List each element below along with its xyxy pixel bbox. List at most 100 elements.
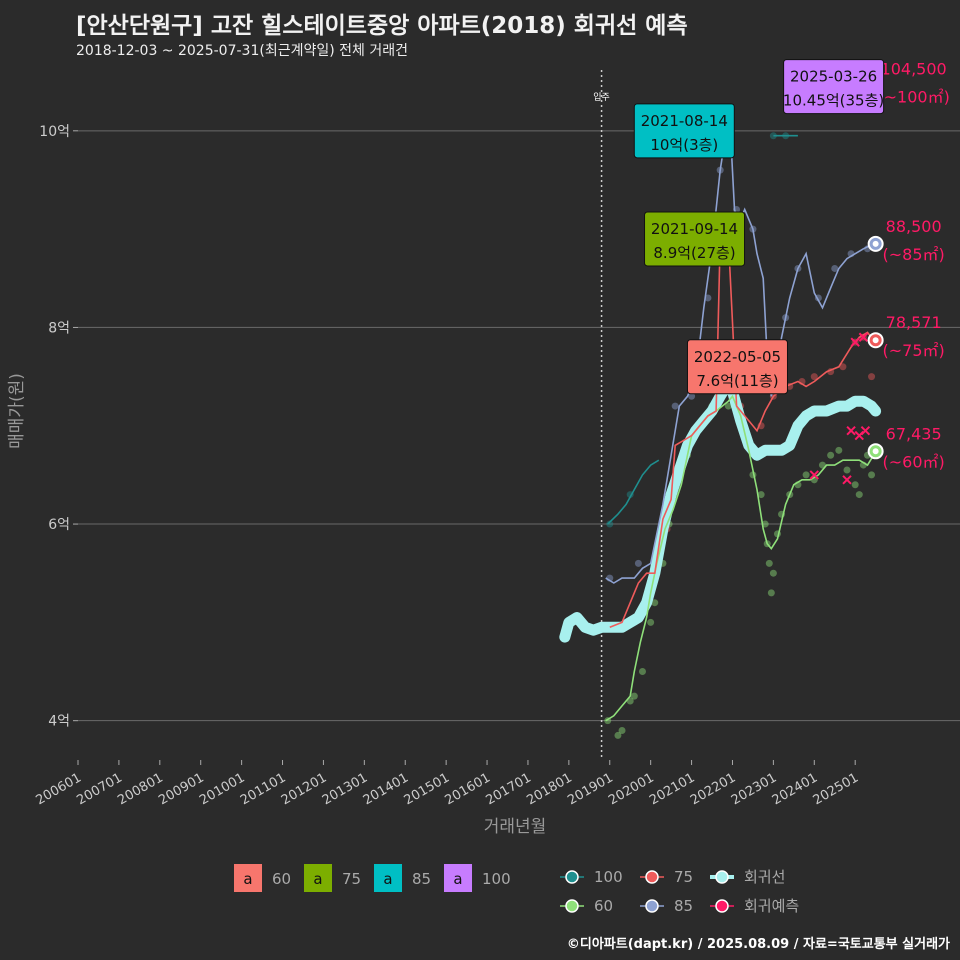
legend-line-name: 60 (594, 897, 613, 915)
legend-label-swatch (374, 864, 402, 892)
callout-2021-08-14: 2021-08-14 10억(3층) (633, 103, 735, 159)
legend-line-name: 회귀선 (744, 868, 785, 886)
forecast-cross (846, 425, 856, 436)
scatter-point-s85 (688, 392, 696, 400)
x-tick-label: 202101 (647, 770, 697, 808)
x-axis-title: 거래년월 (484, 817, 547, 837)
y-tick-label: 8억 (48, 320, 70, 336)
x-tick-label: 201301 (320, 770, 370, 808)
callout-text: 7.6억(11층) (696, 372, 778, 390)
callout-box (783, 59, 885, 115)
forecast-cross (850, 337, 860, 347)
legend-point (565, 870, 579, 884)
legend-point (645, 870, 659, 884)
legend-label-glyph: a (313, 870, 322, 888)
x-tick-label: 201601 (443, 770, 493, 808)
scatter-point-s60 (769, 569, 777, 577)
legend-point (715, 899, 729, 913)
callout-box (633, 103, 735, 159)
scatter-point-s100 (606, 520, 614, 528)
scatter-point-s85 (671, 402, 679, 410)
scatter-point-s60 (618, 727, 626, 735)
scatter-point-s60 (802, 471, 810, 479)
y-axis-title: 매매가(원) (7, 373, 27, 449)
x-tick-label: 202301 (729, 770, 779, 808)
legend-label-name: 100 (482, 870, 511, 888)
legend-label-name: 75 (342, 870, 361, 888)
x-tick-label: 201401 (361, 770, 411, 808)
chart-subtitle: 2018-12-03 ~ 2025-07-31(최근계약일) 전체 거래건 (76, 43, 408, 59)
scatter-point-s60 (638, 668, 646, 676)
callout-box (644, 211, 746, 267)
x-tick-label: 201501 (402, 770, 452, 808)
end-area-label: (~60㎡) (883, 452, 945, 471)
callout-date: 2025-03-26 (790, 68, 877, 86)
scatter-point-s60 (843, 466, 851, 474)
end-value-label: 88,500 (886, 217, 942, 236)
x-tick-label: 202001 (606, 770, 656, 808)
x-tick-label: 202501 (811, 770, 861, 808)
callout-date: 2022-05-05 (694, 348, 781, 366)
legend-label-glyph: a (383, 870, 392, 888)
y-tick-label: 6억 (48, 517, 70, 533)
callout-2025-03-26: 2025-03-26 10.45억(35층) (783, 59, 885, 115)
forecast-cross (809, 470, 819, 480)
scatter-point-s60 (835, 446, 843, 454)
end-point-core (872, 448, 879, 455)
grid-lines (73, 70, 960, 765)
legend-point (565, 899, 579, 913)
legend-line-name: 85 (674, 897, 693, 915)
y-tick-label: 10억 (39, 124, 70, 140)
legend-label-swatch (234, 864, 262, 892)
end-value-label: 104,500 (881, 60, 947, 79)
x-tick-label: 201101 (238, 770, 288, 808)
legend-label-name: 85 (412, 870, 431, 888)
x-tick-label: 201901 (565, 770, 615, 808)
scatter-point-s60 (647, 618, 655, 626)
scatter-point-s60 (851, 481, 859, 489)
legend-line-name: 100 (594, 868, 623, 886)
scatter-point-s60 (827, 451, 835, 459)
scatter-point-s60 (614, 731, 622, 739)
scatter-point-s60 (765, 559, 773, 567)
scatter-point-s75 (868, 373, 876, 381)
x-tick-label: 201201 (279, 770, 329, 808)
legend-label-glyph: a (453, 870, 462, 888)
x-tick-label: 200601 (34, 770, 84, 808)
regression-line (559, 380, 882, 643)
end-area-label: (~85㎡) (883, 245, 945, 264)
x-tick-label: 201001 (197, 770, 247, 808)
callout-date: 2021-09-14 (651, 220, 738, 238)
scatter-point-s100 (769, 132, 777, 140)
legend-point (645, 899, 659, 913)
legend-label-glyph: a (243, 870, 252, 888)
callout-date: 2021-08-14 (641, 112, 728, 130)
scatter-point-s60 (868, 471, 876, 479)
legend-label-swatch (304, 864, 332, 892)
scatter-point-s60 (757, 491, 765, 499)
scatter-point-s60 (630, 692, 638, 700)
forecast-cross (860, 425, 871, 436)
y-tick-label: 4억 (48, 714, 70, 730)
scatter-point-s85 (831, 264, 839, 272)
scatter-point-s60 (855, 491, 863, 499)
x-tick-label: 200901 (156, 770, 206, 808)
scatter-point-s75 (839, 363, 847, 371)
callout-text: 10.45억(35층) (783, 92, 884, 110)
chart-marks (559, 78, 884, 739)
series-line-100 (607, 459, 660, 525)
x-tick-label: 202401 (770, 770, 820, 808)
callout-text: 8.9억(27층) (653, 244, 735, 262)
legend-point (715, 870, 729, 884)
end-point-core (872, 240, 879, 247)
scatter-point-s60 (651, 599, 659, 607)
callout-text: 10억(3층) (650, 136, 718, 154)
callout-box (686, 339, 788, 395)
move-in-label: 입주 (593, 91, 610, 103)
scatter-point-s75 (810, 373, 818, 381)
legend-label-swatch (444, 864, 472, 892)
end-value-label: 67,435 (886, 424, 942, 443)
x-tick-label: 201701 (483, 770, 533, 808)
chart-title: [안산단원구] 고잔 힐스테이트중앙 아파트(2018) 회귀선 예측 (76, 13, 688, 39)
end-area-label: (~100㎡) (877, 88, 949, 107)
